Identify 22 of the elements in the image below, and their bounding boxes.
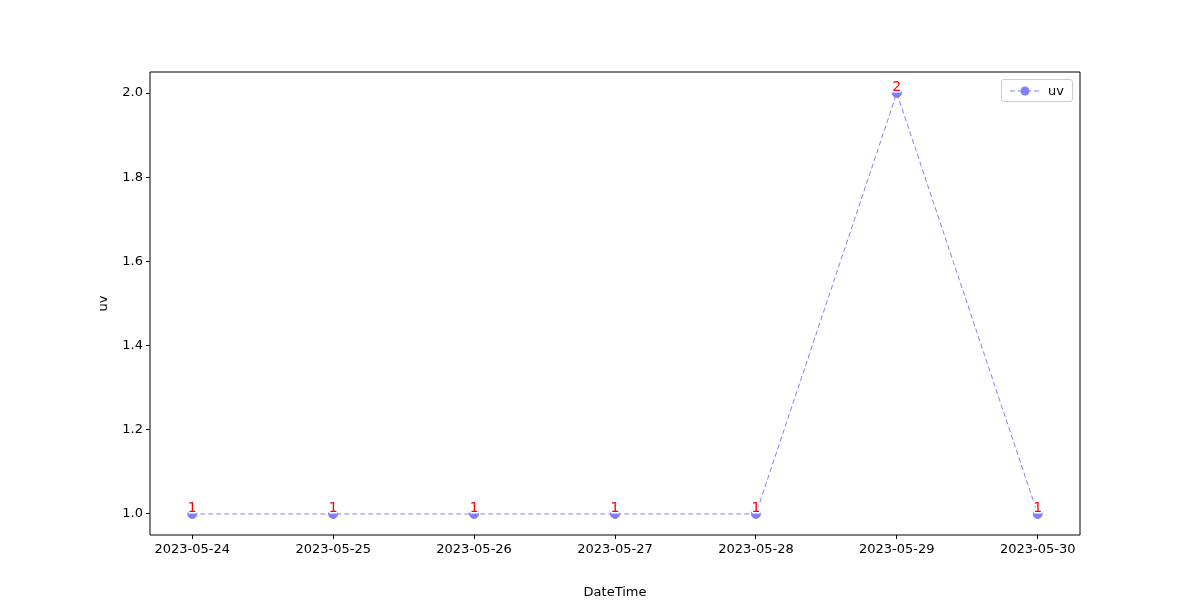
data-label: 1 [610, 498, 620, 515]
legend-label: uv [1048, 83, 1064, 98]
y-tick-label: 1.8 [122, 168, 143, 184]
y-tick-label: 1.6 [122, 252, 143, 268]
x-axis-title: DateTime [583, 583, 647, 599]
x-tick-label: 2023-05-26 [436, 541, 512, 557]
x-tick-label: 2023-05-25 [295, 541, 371, 557]
x-tick-label: 2023-05-24 [154, 541, 231, 557]
y-axis-title: uv [95, 295, 111, 312]
x-tick-label: 2023-05-27 [577, 541, 653, 557]
data-label: 2 [892, 77, 902, 94]
x-tick-label: 2023-05-28 [718, 541, 794, 557]
y-tick-label: 1.0 [122, 505, 143, 521]
data-label: 1 [469, 498, 479, 515]
data-label: 1 [751, 498, 761, 515]
x-tick-label: 2023-05-29 [859, 541, 935, 557]
x-tick-label: 2023-05-30 [999, 541, 1076, 557]
data-label: 1 [328, 498, 338, 515]
y-tick-label: 1.2 [122, 421, 143, 437]
y-tick-label: 2.0 [122, 84, 143, 100]
data-label: 1 [187, 498, 197, 515]
y-tick-label: 1.4 [122, 336, 143, 352]
